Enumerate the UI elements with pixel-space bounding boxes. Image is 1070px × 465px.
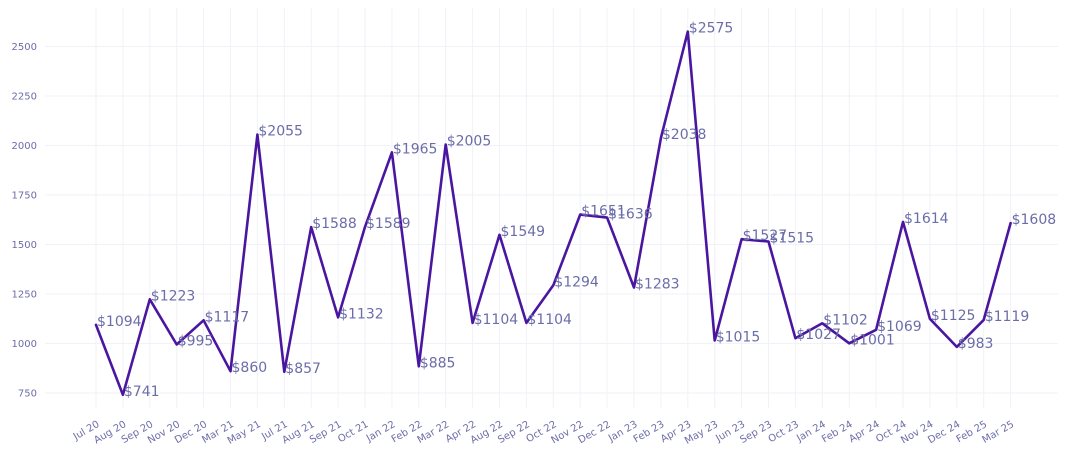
data-label: $741 xyxy=(124,384,160,400)
y-tick-label: 1250 xyxy=(12,290,37,301)
data-label: $1001 xyxy=(850,332,895,348)
data-label: $1651 xyxy=(581,204,626,220)
data-label: $885 xyxy=(420,355,456,371)
y-tick-label: 1000 xyxy=(12,339,37,350)
data-label: $1515 xyxy=(770,231,815,247)
data-label: $1614 xyxy=(904,211,949,227)
data-label: $1094 xyxy=(97,314,142,330)
y-tick-label: 2000 xyxy=(12,141,37,152)
data-labels: $1094 $741 $1223 $995 $1117 $860 $2055 $857 $158… xyxy=(97,21,1056,400)
data-label: $1588 xyxy=(312,216,357,232)
x-tick-label: Feb 24 xyxy=(820,419,855,445)
data-label: $857 xyxy=(285,361,321,377)
y-tick-label: 2500 xyxy=(12,42,37,53)
data-label: $1283 xyxy=(635,276,680,292)
data-label: $1015 xyxy=(716,330,761,346)
data-label: $983 xyxy=(958,336,994,352)
data-label: $2005 xyxy=(447,134,492,150)
data-label: $1104 xyxy=(474,312,519,328)
y-axis: 750 1000 1250 1500 1750 2000 2250 2500 xyxy=(12,42,37,400)
data-label: $2575 xyxy=(689,21,734,37)
data-label: $1027 xyxy=(796,327,841,343)
data-label: $1125 xyxy=(931,308,976,324)
data-label: $1069 xyxy=(877,319,922,335)
data-label: $860 xyxy=(232,360,268,376)
data-label: $1589 xyxy=(366,216,411,232)
y-tick-label: 1750 xyxy=(12,191,37,202)
y-tick-label: 1500 xyxy=(12,240,37,251)
data-label: $2038 xyxy=(662,127,707,143)
data-label: $1119 xyxy=(985,309,1030,325)
grid xyxy=(45,8,1058,408)
data-label: $1223 xyxy=(151,288,196,304)
data-label: $1294 xyxy=(554,274,599,290)
y-tick-label: 2250 xyxy=(12,92,37,103)
data-label: $1965 xyxy=(393,141,438,157)
data-label: $995 xyxy=(178,333,214,349)
data-label: $1636 xyxy=(608,207,653,223)
data-label: $1104 xyxy=(527,312,572,328)
data-label: $1527 xyxy=(743,228,788,244)
data-label: $1608 xyxy=(1012,212,1057,228)
x-tick-label: Oct 23 xyxy=(767,419,801,445)
data-label: $1132 xyxy=(339,306,384,322)
data-label: $1102 xyxy=(823,312,868,328)
x-tick-label: Oct 21 xyxy=(336,419,370,445)
data-label: $2055 xyxy=(258,124,303,140)
x-tick-label: Feb 23 xyxy=(632,419,667,445)
series-line xyxy=(94,30,1012,397)
y-tick-label: 750 xyxy=(18,389,37,400)
data-label: $1549 xyxy=(501,224,546,240)
data-label: $1117 xyxy=(205,309,250,325)
